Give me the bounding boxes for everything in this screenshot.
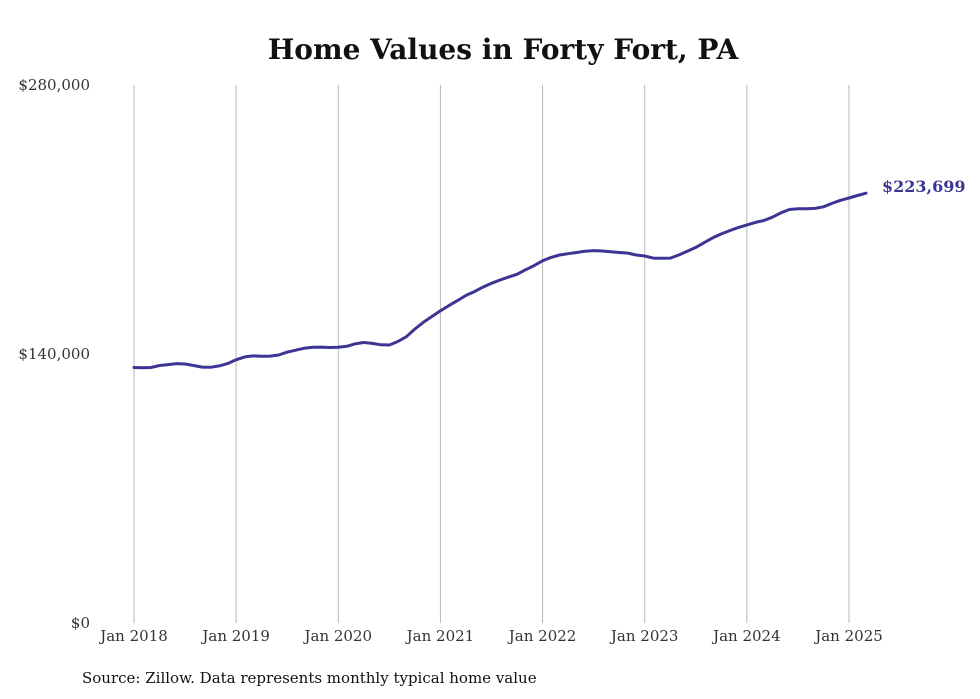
x-tick-label: Jan 2018 [98, 627, 168, 645]
y-tick-label: $280,000 [18, 76, 90, 94]
end-value-label: $223,699 [882, 177, 966, 196]
x-tick-label: Jan 2023 [609, 627, 679, 645]
y-tick-label: $0 [71, 614, 90, 632]
x-tick-label: Jan 2021 [405, 627, 475, 645]
vertical-gridlines [133, 85, 850, 623]
series-line [132, 191, 868, 370]
x-tick-label: Jan 2020 [303, 627, 373, 645]
x-axis-tick-labels: Jan 2018 Jan 2019 Jan 2020 Jan 2021 Jan 2022… [98, 627, 883, 645]
y-tick-label: $140,000 [18, 345, 90, 363]
chart-title: Home Values in Forty Fort, PA [268, 33, 740, 66]
x-tick-label: Jan 2019 [200, 627, 270, 645]
y-axis-tick-labels: $0 $140,000 $280,000 [18, 76, 90, 632]
series-layer: $223,699 [132, 177, 966, 370]
x-tick-label: Jan 2025 [813, 627, 883, 645]
x-tick-label: Jan 2024 [711, 627, 781, 645]
source-note: Source: Zillow. Data represents monthly … [82, 669, 537, 687]
x-tick-label: Jan 2022 [507, 627, 577, 645]
